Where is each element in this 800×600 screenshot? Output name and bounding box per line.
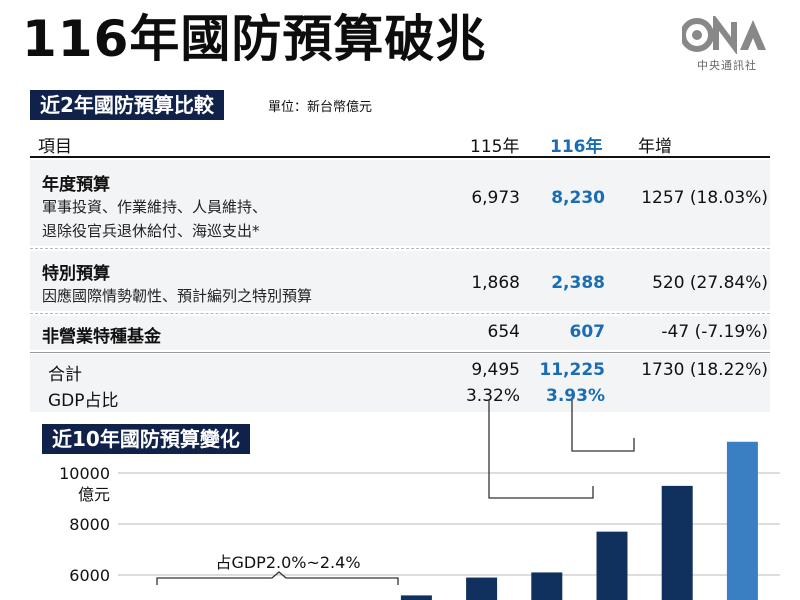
chart-bars xyxy=(400,441,758,600)
connector-116 xyxy=(571,400,635,452)
header-115: 115年 xyxy=(470,137,520,157)
table-row: 特別預算 因應國際情勢韌性、預計編列之特別預算 1,868 2,388 520 … xyxy=(30,251,770,311)
table-section-label: 近2年國防預算比較 xyxy=(30,90,224,120)
row-115: 654 xyxy=(487,322,520,342)
row-116: 607 xyxy=(569,322,606,342)
row-divider xyxy=(30,313,770,314)
chart-bar xyxy=(531,572,563,600)
chart-bar xyxy=(726,441,758,600)
chart-bar xyxy=(661,485,693,600)
row-desc: 退除役官兵退休給付、海巡支出* xyxy=(42,222,260,240)
chart-bar xyxy=(466,577,498,600)
total-growth: 1730 (18.22%) xyxy=(641,360,768,380)
row-name: 特別預算 xyxy=(42,264,110,284)
connector-115 xyxy=(488,400,594,499)
cna-logo: 中央通訊社 xyxy=(682,16,772,76)
table-header: 項目 115年 116年 年增 xyxy=(30,126,770,158)
cna-logo-icon xyxy=(682,16,766,54)
gdp-label: GDP占比 xyxy=(48,391,119,411)
total-row: 合計 9,495 11,225 1730 (18.22%) GDP占比 3.32… xyxy=(30,354,770,412)
y-tick-label: 8000 xyxy=(69,515,110,534)
gdp-116: 3.93% xyxy=(546,386,605,406)
row-115: 6,973 xyxy=(471,188,520,208)
total-116: 11,225 xyxy=(539,360,605,380)
gdp-range-annotation: 占GDP2.0%~2.4% xyxy=(156,553,399,585)
header-item: 項目 xyxy=(38,137,72,157)
chart-bar xyxy=(596,531,628,600)
row-115: 1,868 xyxy=(471,273,520,293)
chart-section-label: 近10年國防預算變化 xyxy=(42,424,250,454)
header-116: 116年 xyxy=(550,137,603,157)
gdp-range-label: 占GDP2.0%~2.4% xyxy=(215,553,360,572)
y-axis-label: 億元 xyxy=(78,485,110,504)
row-116: 2,388 xyxy=(551,273,605,293)
cna-logo-subtitle: 中央通訊社 xyxy=(697,59,757,72)
row-desc: 軍事投資、作業維持、人員維持、 xyxy=(42,198,268,216)
row-growth: -47 (-7.19%) xyxy=(661,322,768,342)
gdp-115: 3.32% xyxy=(465,386,520,406)
table-connectors xyxy=(488,400,635,499)
chart-ticks: 6000 8000 10000 xyxy=(59,464,110,585)
total-divider xyxy=(30,352,770,353)
y-tick-label: 10000 xyxy=(59,464,110,483)
total-115: 9,495 xyxy=(471,360,520,380)
total-label: 合計 xyxy=(48,365,82,385)
row-divider xyxy=(30,248,770,249)
page-title: 116年國防預算破兆 xyxy=(22,10,487,68)
row-116: 8,230 xyxy=(551,188,605,208)
row-desc: 因應國際情勢韌性、預計編列之特別預算 xyxy=(42,287,313,305)
row-growth: 1257 (18.03%) xyxy=(641,188,768,208)
row-growth: 520 (27.84%) xyxy=(652,273,768,293)
header-growth: 年增 xyxy=(638,137,672,157)
table-row: 年度預算 軍事投資、作業維持、人員維持、 退除役官兵退休給付、海巡支出* 6,9… xyxy=(30,160,770,246)
unit-label: 單位：新台幣億元 xyxy=(268,100,373,115)
table-row: 非營業特種基金 654 607 -47 (-7.19%) xyxy=(30,316,770,350)
y-tick-label: 6000 xyxy=(69,566,110,585)
row-name: 非營業特種基金 xyxy=(42,327,161,347)
row-name: 年度預算 xyxy=(42,175,110,195)
chart-bar xyxy=(400,595,432,600)
